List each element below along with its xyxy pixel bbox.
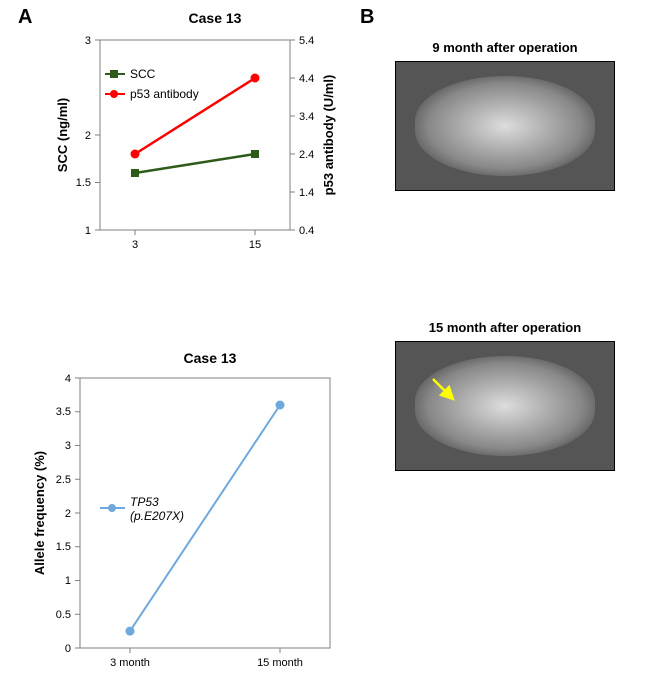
ltick-1-5: 1.5	[76, 177, 91, 189]
bottom-chart: Case 13 0 0.5 1 1.5 2 2.5 3 3.5 4 3 mont…	[30, 350, 350, 693]
bottom-chart-plotarea	[80, 378, 330, 648]
rtick-4-4: 4.4	[299, 73, 314, 85]
ct-bottom-caption: 15 month after operation	[395, 320, 615, 335]
rtick-1-4: 1.4	[299, 187, 314, 199]
rtick-0-4: 0.4	[299, 225, 314, 237]
svg-text:3.5: 3.5	[56, 406, 71, 418]
top-chart-right-label: p53 antibody (U/ml)	[321, 75, 336, 196]
arrow-icon	[431, 377, 461, 407]
top-chart-svg: 1 1.5 2 3 0.4 1.4 2.4 3.4 4.4 5.4 3	[55, 30, 345, 260]
ltick-1: 1	[85, 225, 91, 237]
top-chart-right-ticks: 0.4 1.4 2.4 3.4 4.4 5.4	[290, 35, 314, 237]
panel-a-label: A	[18, 6, 32, 29]
bottom-chart-svg: 0 0.5 1 1.5 2 2.5 3 3.5 4 3 month 15 mon…	[30, 368, 350, 688]
panel-b-label: B	[360, 6, 374, 29]
legend-tp53-l1: TP53	[130, 495, 159, 509]
svg-text:2.5: 2.5	[56, 474, 71, 486]
ct-image-bottom-block: 15 month after operation	[395, 320, 615, 471]
legend-scc: SCC	[130, 67, 156, 81]
svg-text:4: 4	[65, 373, 71, 385]
ct-image-top-body	[415, 76, 595, 176]
top-chart-x-ticks: 3 15	[132, 230, 261, 251]
svg-text:1: 1	[65, 575, 71, 587]
ltick-2: 2	[85, 130, 91, 142]
bxtick-15: 15 month	[257, 657, 303, 669]
bxtick-3: 3 month	[110, 657, 150, 669]
legend-tp53-l2: (p.E207X)	[130, 509, 184, 523]
ltick-3: 3	[85, 35, 91, 47]
ct-image-top-block: 9 month after operation	[395, 40, 615, 191]
top-chart-title: Case 13	[75, 10, 355, 26]
top-chart-plotarea	[100, 40, 290, 230]
bottom-chart-left-label: Allele frequency (%)	[32, 451, 47, 575]
bottom-chart-y-ticks: 0 0.5 1 1.5 2 2.5 3 3.5 4	[56, 373, 80, 655]
rtick-5-4: 5.4	[299, 35, 314, 47]
top-chart-left-ticks: 1 1.5 2 3	[76, 35, 100, 237]
ct-image-top	[395, 61, 615, 191]
bottom-chart-title: Case 13	[70, 350, 350, 366]
svg-text:0: 0	[65, 643, 71, 655]
ct-image-bottom	[395, 341, 615, 471]
bottom-chart-x-ticks: 3 month 15 month	[110, 648, 303, 669]
top-chart-left-label: SCC (ng/ml)	[55, 98, 70, 172]
ct-top-caption: 9 month after operation	[395, 40, 615, 55]
svg-text:1.5: 1.5	[56, 541, 71, 553]
legend-p53: p53 antibody	[130, 87, 199, 101]
xtick-15: 15	[249, 239, 261, 251]
xtick-3: 3	[132, 239, 138, 251]
rtick-2-4: 2.4	[299, 149, 314, 161]
svg-text:0.5: 0.5	[56, 609, 71, 621]
top-chart: Case 13 1 1.5 2 3 0.4 1.4 2.4 3.4 4.4	[55, 10, 355, 265]
svg-text:2: 2	[65, 508, 71, 520]
rtick-3-4: 3.4	[299, 111, 314, 123]
svg-text:3: 3	[65, 440, 71, 452]
